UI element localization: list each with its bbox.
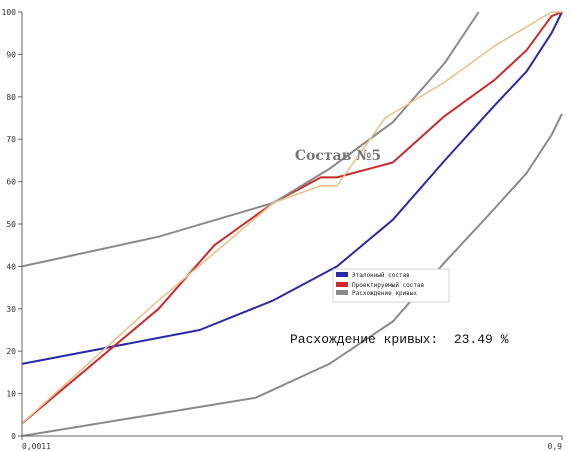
y-tick-group: 0 10 20 30 40 50 60 70 80 90 100 xyxy=(2,8,22,441)
series-line-5 xyxy=(21,11,562,424)
legend-swatch xyxy=(336,282,348,287)
y-tick-label: 0 xyxy=(11,432,16,441)
y-tick-label: 40 xyxy=(6,262,16,271)
y-tick-label: 90 xyxy=(6,50,16,59)
y-tick-label: 80 xyxy=(6,93,16,102)
x-tick-label: 0,0011 xyxy=(22,442,51,451)
legend-swatch xyxy=(336,272,348,277)
legend-label: Проектируемый состав xyxy=(352,282,424,289)
x-tick-group: 0,0011 0,9 xyxy=(21,436,563,451)
y-tick-label: 60 xyxy=(6,178,16,187)
y-tick-label: 100 xyxy=(2,8,17,17)
series-layer xyxy=(21,11,563,437)
chart-title: Состав №5 xyxy=(295,148,381,164)
legend-label: Эталонный состав xyxy=(352,272,410,279)
series-line-1 xyxy=(21,11,563,365)
y-tick-label: 10 xyxy=(6,390,16,399)
series-line-3 xyxy=(21,113,563,437)
legend: Эталонный состав Проектируемый составРасх… xyxy=(332,268,450,303)
series-line-2 xyxy=(21,11,563,425)
series-line-4 xyxy=(21,11,480,268)
y-tick-label: 30 xyxy=(6,305,16,314)
legend-swatch xyxy=(336,290,348,295)
y-tick-label: 70 xyxy=(6,135,16,144)
y-tick-label: 50 xyxy=(6,220,16,229)
y-tick-label: 20 xyxy=(6,347,16,356)
divergence-annotation: Расхождение кривых: 23.49 % xyxy=(290,332,509,347)
legend-box xyxy=(332,268,450,303)
x-tick-label: 0,9 xyxy=(548,442,563,451)
legend-label: Расхождение кривых xyxy=(352,290,417,297)
